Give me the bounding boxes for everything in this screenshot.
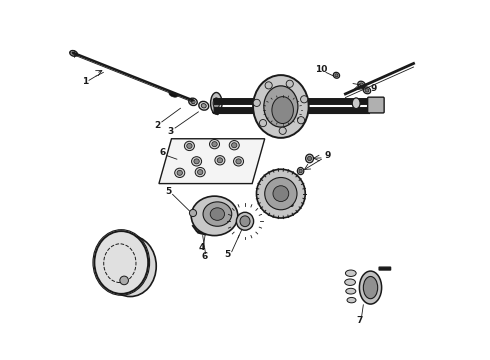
Ellipse shape bbox=[203, 202, 232, 226]
Text: 6: 6 bbox=[202, 252, 208, 261]
Ellipse shape bbox=[192, 157, 201, 166]
Circle shape bbox=[190, 210, 196, 217]
Text: 6: 6 bbox=[159, 148, 166, 157]
Ellipse shape bbox=[359, 271, 382, 304]
Text: 10: 10 bbox=[315, 66, 327, 75]
Ellipse shape bbox=[189, 98, 197, 105]
Ellipse shape bbox=[169, 92, 177, 97]
Ellipse shape bbox=[104, 235, 156, 297]
Ellipse shape bbox=[210, 208, 224, 220]
Circle shape bbox=[259, 120, 267, 127]
Ellipse shape bbox=[360, 83, 364, 86]
Ellipse shape bbox=[364, 276, 378, 299]
Circle shape bbox=[256, 169, 305, 218]
Ellipse shape bbox=[199, 102, 209, 110]
Ellipse shape bbox=[184, 141, 195, 150]
Ellipse shape bbox=[194, 159, 199, 164]
Text: 4: 4 bbox=[199, 243, 205, 252]
Ellipse shape bbox=[212, 141, 217, 147]
Ellipse shape bbox=[234, 157, 244, 166]
Ellipse shape bbox=[229, 140, 239, 150]
Ellipse shape bbox=[70, 50, 77, 56]
Text: 2: 2 bbox=[154, 121, 160, 130]
Ellipse shape bbox=[346, 288, 356, 294]
Ellipse shape bbox=[211, 93, 222, 114]
Text: 8: 8 bbox=[288, 199, 294, 208]
Text: 7: 7 bbox=[357, 316, 363, 325]
Ellipse shape bbox=[215, 156, 225, 165]
FancyBboxPatch shape bbox=[368, 97, 384, 113]
Ellipse shape bbox=[232, 143, 237, 148]
Circle shape bbox=[253, 99, 260, 107]
Ellipse shape bbox=[236, 212, 254, 230]
Ellipse shape bbox=[175, 168, 185, 177]
Circle shape bbox=[279, 127, 286, 134]
Ellipse shape bbox=[308, 156, 312, 161]
Circle shape bbox=[265, 82, 272, 89]
Ellipse shape bbox=[363, 87, 371, 94]
Text: 5: 5 bbox=[165, 187, 171, 196]
Ellipse shape bbox=[201, 104, 206, 108]
Ellipse shape bbox=[333, 72, 340, 78]
Ellipse shape bbox=[297, 167, 304, 175]
Ellipse shape bbox=[191, 196, 238, 235]
Ellipse shape bbox=[335, 74, 338, 77]
Circle shape bbox=[265, 177, 297, 210]
Circle shape bbox=[300, 96, 308, 103]
Ellipse shape bbox=[347, 297, 356, 303]
Ellipse shape bbox=[95, 231, 148, 294]
Ellipse shape bbox=[217, 158, 222, 163]
Ellipse shape bbox=[352, 98, 360, 109]
Text: 3: 3 bbox=[168, 127, 174, 136]
Ellipse shape bbox=[177, 170, 182, 175]
Ellipse shape bbox=[264, 86, 298, 127]
Polygon shape bbox=[213, 93, 218, 115]
Circle shape bbox=[273, 186, 289, 202]
Ellipse shape bbox=[213, 98, 220, 109]
Ellipse shape bbox=[253, 75, 309, 138]
Circle shape bbox=[120, 276, 128, 285]
Circle shape bbox=[297, 117, 305, 124]
Text: 9: 9 bbox=[371, 84, 377, 93]
Ellipse shape bbox=[272, 96, 294, 123]
Ellipse shape bbox=[299, 169, 302, 173]
Ellipse shape bbox=[197, 170, 203, 175]
Ellipse shape bbox=[345, 270, 356, 276]
Ellipse shape bbox=[344, 279, 355, 285]
Ellipse shape bbox=[191, 100, 195, 104]
Text: 1: 1 bbox=[82, 77, 89, 86]
Ellipse shape bbox=[306, 154, 314, 163]
Ellipse shape bbox=[236, 159, 241, 164]
Text: 5: 5 bbox=[224, 250, 231, 259]
FancyBboxPatch shape bbox=[379, 267, 391, 270]
Ellipse shape bbox=[240, 216, 250, 226]
Ellipse shape bbox=[210, 139, 220, 149]
Ellipse shape bbox=[365, 89, 369, 92]
Text: 9: 9 bbox=[324, 151, 331, 160]
Ellipse shape bbox=[187, 143, 192, 148]
Circle shape bbox=[286, 80, 294, 87]
Polygon shape bbox=[159, 139, 265, 184]
Ellipse shape bbox=[195, 167, 205, 177]
Ellipse shape bbox=[358, 81, 366, 88]
